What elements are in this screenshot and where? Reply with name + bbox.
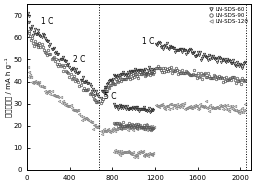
Text: 1 C: 1 C bbox=[141, 37, 154, 46]
Text: 2 C: 2 C bbox=[73, 55, 85, 64]
Y-axis label: 放电比容量 / mA h g⁻¹: 放电比容量 / mA h g⁻¹ bbox=[4, 57, 12, 117]
Text: 1 C: 1 C bbox=[41, 17, 53, 26]
Text: 5 C: 5 C bbox=[103, 92, 116, 101]
Legend: LN-SDS-60, LN-SDS-90, LN-SDS-120: LN-SDS-60, LN-SDS-90, LN-SDS-120 bbox=[206, 5, 249, 26]
